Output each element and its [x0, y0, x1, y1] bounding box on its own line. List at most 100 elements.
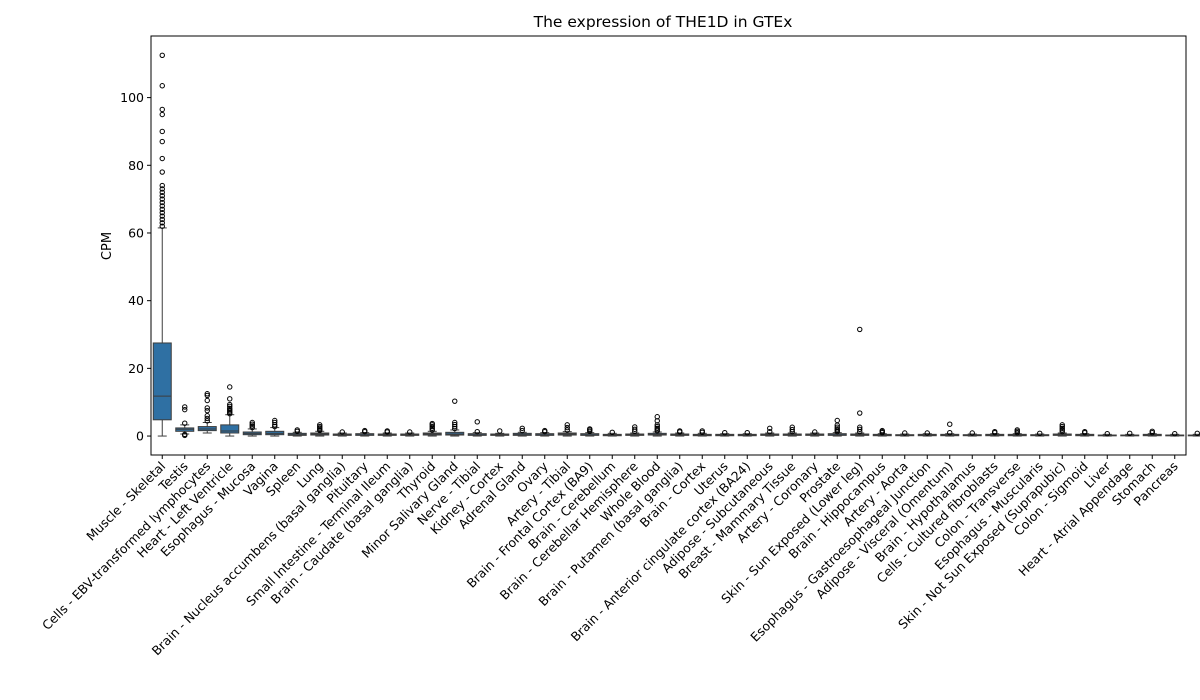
- outlier-point: [429, 420, 435, 427]
- outlier-point: [1059, 428, 1065, 435]
- outlier-point: [294, 427, 300, 433]
- box-group: [580, 426, 600, 437]
- box-group: [377, 428, 397, 437]
- box-group: [782, 424, 802, 437]
- y-tick-label: 0: [136, 429, 144, 444]
- box-group: [715, 429, 735, 437]
- y-axis: 0 20 40 60 80 100: [120, 90, 151, 444]
- box-group: [625, 424, 645, 437]
- box-group: [220, 384, 240, 437]
- outlier-point: [1059, 427, 1065, 433]
- box-group: [850, 326, 870, 437]
- outlier-point: [1127, 430, 1133, 437]
- outlier-point: [159, 138, 165, 145]
- outlier-point: [722, 429, 728, 436]
- outlier-point: [452, 419, 458, 426]
- outlier-point: [159, 216, 165, 223]
- outlier-point: [204, 397, 210, 404]
- outlier-point: [744, 429, 750, 436]
- outlier-point: [227, 396, 233, 402]
- outlier-point: [857, 426, 863, 432]
- outlier-point: [812, 429, 818, 435]
- box-group: [445, 398, 465, 437]
- outlier-point: [609, 429, 615, 436]
- outlier-point: [159, 209, 165, 216]
- box-group: [692, 428, 712, 437]
- outlier-point: [159, 169, 165, 175]
- box-group: [1075, 428, 1095, 437]
- outlier-point: [474, 428, 480, 435]
- outlier-point: [339, 429, 345, 435]
- y-tick-label: 20: [128, 361, 144, 376]
- outlier-point: [227, 405, 233, 411]
- outlier-point: [249, 421, 255, 427]
- outlier-point: [159, 220, 165, 226]
- outlier-point: [1059, 422, 1065, 428]
- outlier-point: [1082, 428, 1088, 435]
- outlier-point: [654, 414, 660, 420]
- box-group: [512, 425, 532, 437]
- outlier-point: [204, 418, 210, 424]
- outlier-point: [474, 419, 480, 425]
- box-group: [310, 422, 330, 437]
- box-group: [1007, 427, 1027, 437]
- box-group: [355, 427, 375, 437]
- outlier-point: [902, 430, 908, 436]
- outlier-point: [227, 403, 233, 409]
- outlier-point: [204, 415, 210, 422]
- box-group: [805, 429, 825, 437]
- box-group: [467, 419, 487, 437]
- outlier-point: [1194, 430, 1200, 437]
- outlier-point: [317, 422, 323, 428]
- outlier-point: [159, 182, 165, 189]
- outlier-point: [947, 429, 953, 436]
- box-group: [895, 430, 915, 437]
- outlier-point: [834, 426, 840, 432]
- outlier-point: [362, 427, 368, 434]
- box-group: [1052, 422, 1072, 437]
- outlier-point: [1037, 430, 1043, 437]
- chart-title: The expression of THE1D in GTEx: [533, 13, 793, 31]
- outlier-point: [159, 83, 165, 89]
- outlier-point: [317, 423, 323, 430]
- box-group: [422, 420, 442, 437]
- outlier-point: [564, 427, 570, 433]
- y-axis-label: CPM: [100, 232, 115, 260]
- outlier-point: [182, 406, 188, 413]
- outlier-point: [1172, 430, 1178, 437]
- outlier-point: [834, 424, 840, 430]
- outlier-point: [677, 428, 683, 434]
- outlier-point: [182, 431, 188, 438]
- outlier-point: [1149, 428, 1155, 435]
- outlier-point: [857, 410, 863, 416]
- outlier-point: [159, 213, 165, 219]
- outlier-point: [497, 428, 503, 434]
- outlier-point: [519, 425, 525, 431]
- outlier-point: [159, 186, 165, 192]
- outlier-point: [654, 425, 660, 431]
- box-group: [287, 427, 307, 437]
- box-group: [940, 421, 960, 437]
- box-group: [872, 427, 892, 437]
- outlier-point: [159, 155, 165, 162]
- outlier-point: [249, 419, 255, 426]
- outlier-point: [587, 426, 593, 432]
- outlier-point: [992, 428, 998, 435]
- box: [220, 424, 240, 434]
- outlier-point: [159, 189, 165, 196]
- box-group: [737, 429, 757, 437]
- outlier-point: [159, 223, 165, 229]
- box-group: [1142, 428, 1162, 437]
- outlier-point: [182, 420, 188, 426]
- outlier-point: [857, 424, 863, 430]
- box-group: [827, 417, 847, 437]
- outlier-point: [159, 111, 165, 118]
- outlier-point: [204, 405, 210, 411]
- outlier-point: [564, 424, 570, 431]
- outlier-point: [159, 199, 165, 206]
- box-group: [670, 428, 690, 437]
- outlier-point: [1059, 425, 1065, 431]
- outlier-point: [519, 427, 525, 434]
